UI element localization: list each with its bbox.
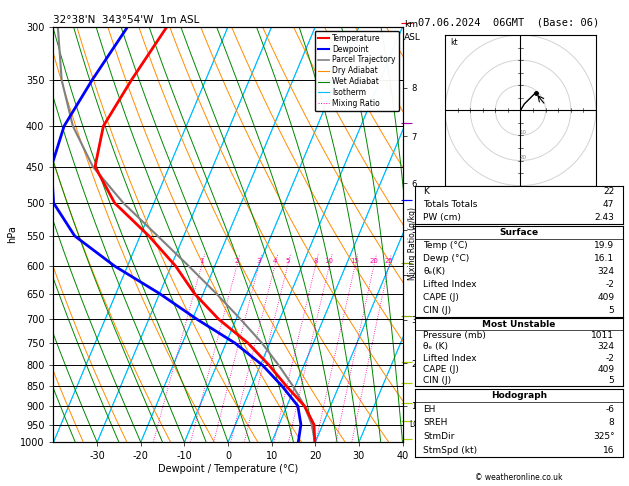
Text: 1: 1 xyxy=(199,258,204,264)
Text: 409: 409 xyxy=(598,365,615,374)
Text: θₑ(K): θₑ(K) xyxy=(423,267,445,276)
Text: 1011: 1011 xyxy=(591,331,615,340)
Text: 20: 20 xyxy=(369,258,378,264)
Text: 16.1: 16.1 xyxy=(594,254,615,262)
Text: Lifted Index: Lifted Index xyxy=(423,353,477,363)
Text: 15: 15 xyxy=(350,258,359,264)
Text: Surface: Surface xyxy=(499,227,538,237)
Text: -6: -6 xyxy=(605,405,615,414)
Text: -2: -2 xyxy=(606,280,615,289)
Text: 10: 10 xyxy=(325,258,333,264)
Y-axis label: hPa: hPa xyxy=(7,226,17,243)
Text: 2: 2 xyxy=(235,258,239,264)
Text: CIN (J): CIN (J) xyxy=(423,306,452,315)
Text: 324: 324 xyxy=(598,342,615,351)
Text: 10: 10 xyxy=(520,130,526,135)
Text: StmDir: StmDir xyxy=(423,432,455,441)
Text: 8: 8 xyxy=(313,258,318,264)
Text: Mixing Ratio (g/kg): Mixing Ratio (g/kg) xyxy=(408,207,417,279)
Text: Lifted Index: Lifted Index xyxy=(423,280,477,289)
Text: LCL: LCL xyxy=(409,420,423,429)
Text: CIN (J): CIN (J) xyxy=(423,376,452,385)
Text: 8: 8 xyxy=(609,418,615,427)
Text: 20: 20 xyxy=(520,156,526,160)
Legend: Temperature, Dewpoint, Parcel Trajectory, Dry Adiabat, Wet Adiabat, Isotherm, Mi: Temperature, Dewpoint, Parcel Trajectory… xyxy=(314,31,399,111)
Text: 409: 409 xyxy=(598,293,615,302)
Text: EH: EH xyxy=(423,405,436,414)
Text: 22: 22 xyxy=(603,188,615,196)
Text: 325°: 325° xyxy=(593,432,615,441)
Text: SREH: SREH xyxy=(423,418,448,427)
Text: 32°38'N  343°54'W  1m ASL: 32°38'N 343°54'W 1m ASL xyxy=(53,15,200,25)
Text: 5: 5 xyxy=(609,306,615,315)
Text: Pressure (mb): Pressure (mb) xyxy=(423,331,486,340)
Text: Temp (°C): Temp (°C) xyxy=(423,241,468,250)
Text: CAPE (J): CAPE (J) xyxy=(423,293,459,302)
Text: 5: 5 xyxy=(285,258,289,264)
Text: ASL: ASL xyxy=(404,33,421,42)
Text: 25: 25 xyxy=(384,258,393,264)
Text: CAPE (J): CAPE (J) xyxy=(423,365,459,374)
Text: Hodograph: Hodograph xyxy=(491,391,547,400)
Text: 324: 324 xyxy=(598,267,615,276)
Text: kt: kt xyxy=(450,38,458,47)
Text: 16: 16 xyxy=(603,446,615,454)
Text: θₑ (K): θₑ (K) xyxy=(423,342,448,351)
Text: 47: 47 xyxy=(603,200,615,209)
Text: K: K xyxy=(423,188,430,196)
Text: Most Unstable: Most Unstable xyxy=(482,319,555,329)
Text: km: km xyxy=(404,20,418,30)
Text: 5: 5 xyxy=(609,376,615,385)
Text: 4: 4 xyxy=(272,258,277,264)
Text: PW (cm): PW (cm) xyxy=(423,213,461,222)
Text: 3: 3 xyxy=(256,258,261,264)
Text: Totals Totals: Totals Totals xyxy=(423,200,478,209)
Text: StmSpd (kt): StmSpd (kt) xyxy=(423,446,477,454)
Text: 07.06.2024  06GMT  (Base: 06): 07.06.2024 06GMT (Base: 06) xyxy=(418,17,599,27)
Text: 19.9: 19.9 xyxy=(594,241,615,250)
Text: © weatheronline.co.uk: © weatheronline.co.uk xyxy=(475,473,563,482)
Text: -2: -2 xyxy=(606,353,615,363)
Text: 2.43: 2.43 xyxy=(594,213,615,222)
X-axis label: Dewpoint / Temperature (°C): Dewpoint / Temperature (°C) xyxy=(158,464,298,474)
Text: Dewp (°C): Dewp (°C) xyxy=(423,254,470,262)
